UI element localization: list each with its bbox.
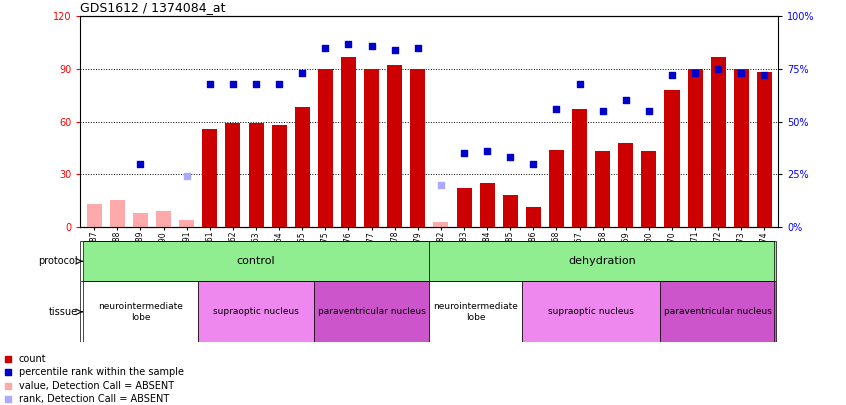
Point <box>550 106 563 112</box>
Bar <box>429 281 522 342</box>
Bar <box>503 195 518 227</box>
Bar <box>314 281 429 342</box>
Text: percentile rank within the sample: percentile rank within the sample <box>19 367 184 377</box>
Point <box>711 66 725 72</box>
Point <box>758 72 772 79</box>
Bar <box>549 149 564 227</box>
Bar <box>83 241 429 281</box>
Bar <box>83 281 198 342</box>
Bar <box>596 151 610 227</box>
Point <box>272 80 286 87</box>
Point <box>295 70 309 76</box>
Point <box>665 72 678 79</box>
Point <box>226 80 239 87</box>
Bar <box>179 220 195 227</box>
Text: dehydration: dehydration <box>569 256 636 266</box>
Bar <box>688 69 703 227</box>
Text: neurointermediate
lobe: neurointermediate lobe <box>98 302 183 322</box>
Point <box>388 47 402 53</box>
Bar <box>526 207 541 227</box>
Bar <box>572 109 587 227</box>
Bar <box>156 211 171 227</box>
Bar <box>457 188 471 227</box>
Text: supraoptic nucleus: supraoptic nucleus <box>548 307 634 316</box>
Point <box>619 97 633 104</box>
Point <box>203 80 217 87</box>
Text: paraventricular nucleus: paraventricular nucleus <box>664 307 772 316</box>
Bar <box>711 57 726 227</box>
Bar <box>757 72 772 227</box>
Bar <box>87 204 102 227</box>
Point <box>2 369 15 375</box>
Text: paraventricular nucleus: paraventricular nucleus <box>317 307 426 316</box>
Bar <box>641 151 656 227</box>
Bar <box>661 281 776 342</box>
Point <box>734 70 748 76</box>
Bar <box>618 143 634 227</box>
Bar <box>225 123 240 227</box>
Point <box>342 40 355 47</box>
Bar <box>733 69 749 227</box>
Bar <box>272 125 287 227</box>
Point <box>250 80 263 87</box>
Point <box>689 70 702 76</box>
Point <box>134 160 147 167</box>
Point <box>596 108 609 114</box>
Bar <box>294 107 310 227</box>
Text: supraoptic nucleus: supraoptic nucleus <box>213 307 299 316</box>
Point <box>411 45 425 51</box>
Text: rank, Detection Call = ABSENT: rank, Detection Call = ABSENT <box>19 394 169 404</box>
Point <box>319 45 332 51</box>
Point <box>573 80 586 87</box>
Bar <box>410 69 426 227</box>
Text: value, Detection Call = ABSENT: value, Detection Call = ABSENT <box>19 381 173 391</box>
Point <box>481 148 494 154</box>
Bar <box>318 69 332 227</box>
Bar <box>664 90 679 227</box>
Bar <box>110 200 125 227</box>
Bar <box>429 241 776 281</box>
Point <box>2 396 15 403</box>
Point <box>642 108 656 114</box>
Bar <box>198 281 314 342</box>
Bar <box>202 128 217 227</box>
Point <box>526 160 540 167</box>
Bar <box>522 281 661 342</box>
Bar <box>364 69 379 227</box>
Point <box>457 150 470 156</box>
Bar <box>387 65 402 227</box>
Text: neurointermediate
lobe: neurointermediate lobe <box>433 302 518 322</box>
Text: protocol: protocol <box>38 256 78 266</box>
Point <box>434 181 448 188</box>
Point <box>2 355 15 362</box>
Point <box>2 382 15 389</box>
Bar <box>133 213 148 227</box>
Bar <box>480 183 495 227</box>
Point <box>503 154 517 160</box>
Bar <box>341 57 356 227</box>
Text: control: control <box>237 256 275 266</box>
Point <box>180 173 194 179</box>
Text: tissue: tissue <box>49 307 78 317</box>
Point <box>365 43 378 49</box>
Text: GDS1612 / 1374084_at: GDS1612 / 1374084_at <box>80 1 226 14</box>
Bar <box>433 222 448 227</box>
Bar <box>249 123 263 227</box>
Text: count: count <box>19 354 47 364</box>
